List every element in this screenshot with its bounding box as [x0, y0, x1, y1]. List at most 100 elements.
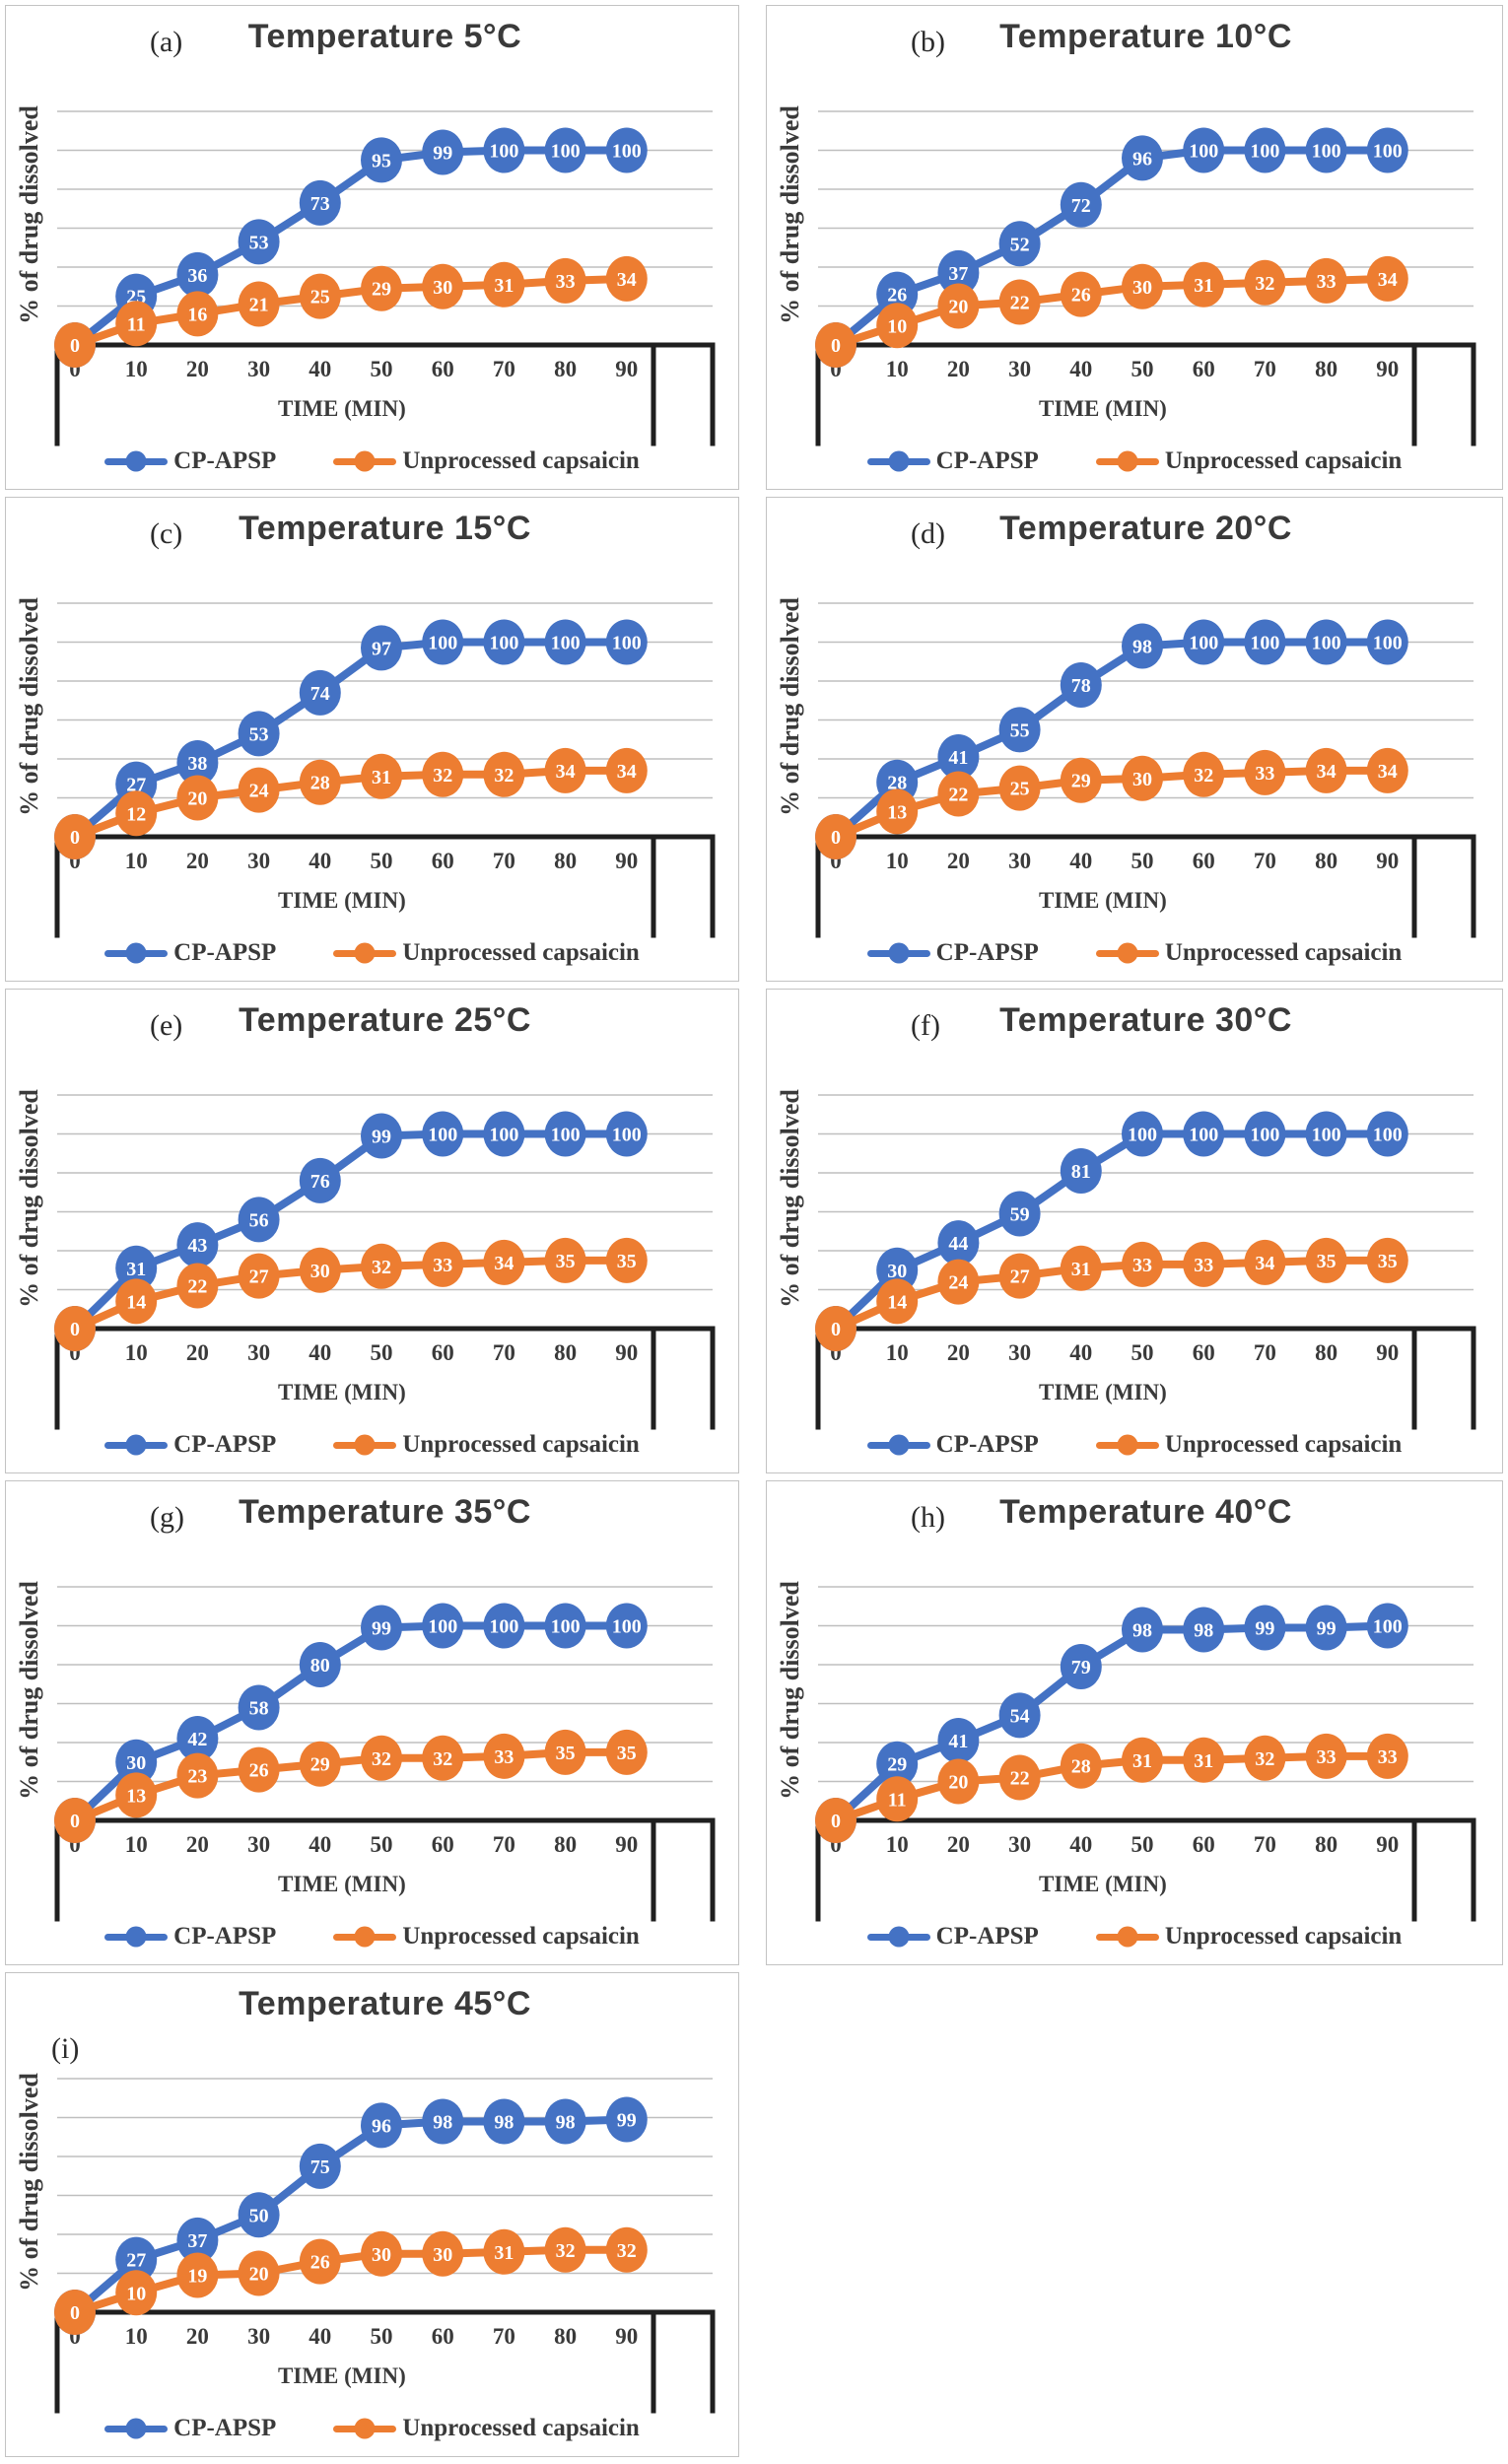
data-point-label: 80: [310, 1655, 330, 1677]
data-point-marker: [115, 1278, 158, 1325]
x-tick-label: 80: [554, 2324, 577, 2349]
x-tick-label: 0: [830, 1832, 842, 1857]
data-point-label: 32: [1255, 1748, 1274, 1770]
data-point-marker: [1183, 751, 1225, 797]
x-axis-title: TIME (MIN): [1039, 1872, 1167, 1896]
data-point-marker: [1060, 1743, 1102, 1789]
data-point-label: 100: [1373, 633, 1403, 654]
x-tick-label: 0: [830, 1340, 842, 1365]
data-point-label: 52: [1010, 234, 1030, 255]
x-axis-title: TIME (MIN): [1039, 396, 1167, 421]
data-point-label: 96: [372, 2115, 391, 2137]
data-point-label: 0: [70, 1319, 80, 1340]
series-unprocessed-capsaicin: 0 10 19 20 26 30 30 31 32 32: [54, 2226, 648, 2335]
chart-panel-d: (d) Temperature 20°C % of drug dissolved…: [766, 497, 1503, 982]
y-axis-title: % of drug dissolved: [776, 105, 804, 324]
legend-label: Unprocessed capsaicin: [402, 1431, 640, 1458]
chart-canvas: 0 10 20 30 40 50 60 70 80 90 TIME (MIN) 0 31 43 56 76 99…: [54, 1094, 716, 1430]
x-tick-label: 30: [247, 357, 270, 381]
legend-label: CP-APSP: [173, 447, 277, 474]
data-point-label: 72: [1071, 195, 1091, 217]
data-point-marker: [544, 2098, 586, 2145]
x-tick-label: 90: [1376, 849, 1399, 873]
data-point-marker: [1305, 1605, 1347, 1651]
data-point-marker: [361, 625, 402, 671]
data-point-label: 22: [1010, 293, 1030, 314]
series-cp-apsp: 0 28 41 55 78 98 100 100 100 100: [815, 619, 1408, 859]
data-point-marker: [115, 301, 158, 347]
data-point-label: 27: [1010, 1266, 1030, 1288]
data-point-label: 26: [887, 285, 907, 307]
data-point-marker: [937, 1758, 980, 1805]
x-tick-labels: 0 10 20 30 40 50 60 70 80 90: [830, 1340, 1399, 1365]
series-line: [73, 1747, 627, 1824]
data-point-label: 25: [310, 287, 330, 308]
x-tick-label: 60: [432, 1340, 454, 1365]
data-point-marker: [238, 281, 280, 327]
data-point-label: 32: [372, 1748, 391, 1770]
data-point-label: 35: [1317, 1251, 1337, 1272]
data-point-label: 100: [489, 141, 518, 163]
data-point-label: 22: [948, 785, 968, 806]
data-point-marker: [299, 759, 341, 805]
data-point-label: 44: [948, 1233, 968, 1255]
legend-label: Unprocessed capsaicin: [402, 939, 640, 966]
data-point-label: 20: [948, 1772, 968, 1794]
series-line: [834, 274, 1388, 349]
x-tick-label: 90: [615, 1340, 638, 1365]
x-tick-label: 70: [493, 849, 515, 873]
data-point-marker: [422, 1735, 464, 1781]
data-point-label: 81: [1071, 1161, 1091, 1183]
x-tick-label: 20: [186, 1832, 209, 1857]
data-point-label: 53: [249, 232, 269, 253]
legend-item-unprocessed-capsaicin: Unprocessed capsaicin: [333, 939, 640, 967]
data-point-label: 0: [70, 2302, 80, 2324]
y-axis-title: % of drug dissolved: [15, 1581, 43, 1800]
x-tick-label: 60: [1193, 357, 1215, 381]
legend-item-unprocessed-capsaicin: Unprocessed capsaicin: [333, 447, 640, 475]
data-point-marker: [299, 2238, 341, 2285]
data-point-label: 37: [948, 263, 968, 285]
data-point-label: 74: [310, 683, 330, 705]
data-point-label: 26: [249, 1760, 269, 1782]
x-tick-label: 90: [615, 1832, 638, 1857]
data-point-marker: [422, 129, 464, 175]
x-tick-label: 70: [493, 2324, 515, 2349]
data-point-marker: [544, 127, 586, 173]
data-point-marker: [1183, 1737, 1225, 1783]
data-point-label: 0: [70, 335, 80, 357]
x-tick-label: 0: [830, 357, 842, 381]
legend-label: CP-APSP: [173, 1431, 277, 1458]
legend-line-marker-icon: [104, 450, 169, 472]
chart-legend: CP-APSP Unprocessed capsaicin: [6, 2415, 738, 2442]
data-point-label: 97: [372, 638, 391, 659]
legend-line-marker-icon: [104, 1926, 169, 1948]
legend-item-unprocessed-capsaicin: Unprocessed capsaicin: [1095, 1431, 1402, 1459]
data-point-marker: [361, 2230, 402, 2277]
data-point-marker: [299, 1741, 341, 1787]
x-tick-label: 20: [186, 1340, 209, 1365]
chart-canvas: 0 10 20 30 40 50 60 70 80 90 TIME (MIN) 0 30 42 58 80 99…: [54, 1586, 716, 1922]
x-tick-labels: 0 10 20 30 40 50 60 70 80 90: [69, 1832, 638, 1857]
x-tick-label: 0: [69, 1340, 81, 1365]
chart-legend: CP-APSP Unprocessed capsaicin: [6, 939, 738, 967]
data-point-marker: [238, 2192, 280, 2238]
data-point-label: 73: [310, 193, 330, 215]
x-tick-label: 80: [554, 1340, 577, 1365]
data-point-label: 75: [310, 2156, 330, 2178]
chart-canvas: 0 10 20 30 40 50 60 70 80 90 TIME (MIN) 0 27 38 53 74 97…: [54, 602, 716, 938]
data-point-marker: [483, 1239, 525, 1285]
data-point-marker: [1122, 623, 1163, 669]
data-point-marker: [115, 790, 158, 837]
data-point-label: 98: [494, 2111, 514, 2133]
x-tick-labels: 0 10 20 30 40 50 60 70 80 90: [69, 1340, 638, 1365]
data-point-marker: [299, 273, 341, 319]
data-point-label: 34: [1378, 761, 1398, 783]
data-point-marker: [176, 1752, 219, 1799]
data-point-marker: [544, 1729, 586, 1775]
legend-label: Unprocessed capsaicin: [402, 1923, 640, 1950]
series-unprocessed-capsaicin: 0 14 22 27 30 32 33 34 35 35: [54, 1237, 648, 1351]
data-point-marker: [483, 1111, 525, 1157]
data-point-label: 34: [617, 269, 637, 291]
x-tick-label: 10: [125, 1832, 148, 1857]
